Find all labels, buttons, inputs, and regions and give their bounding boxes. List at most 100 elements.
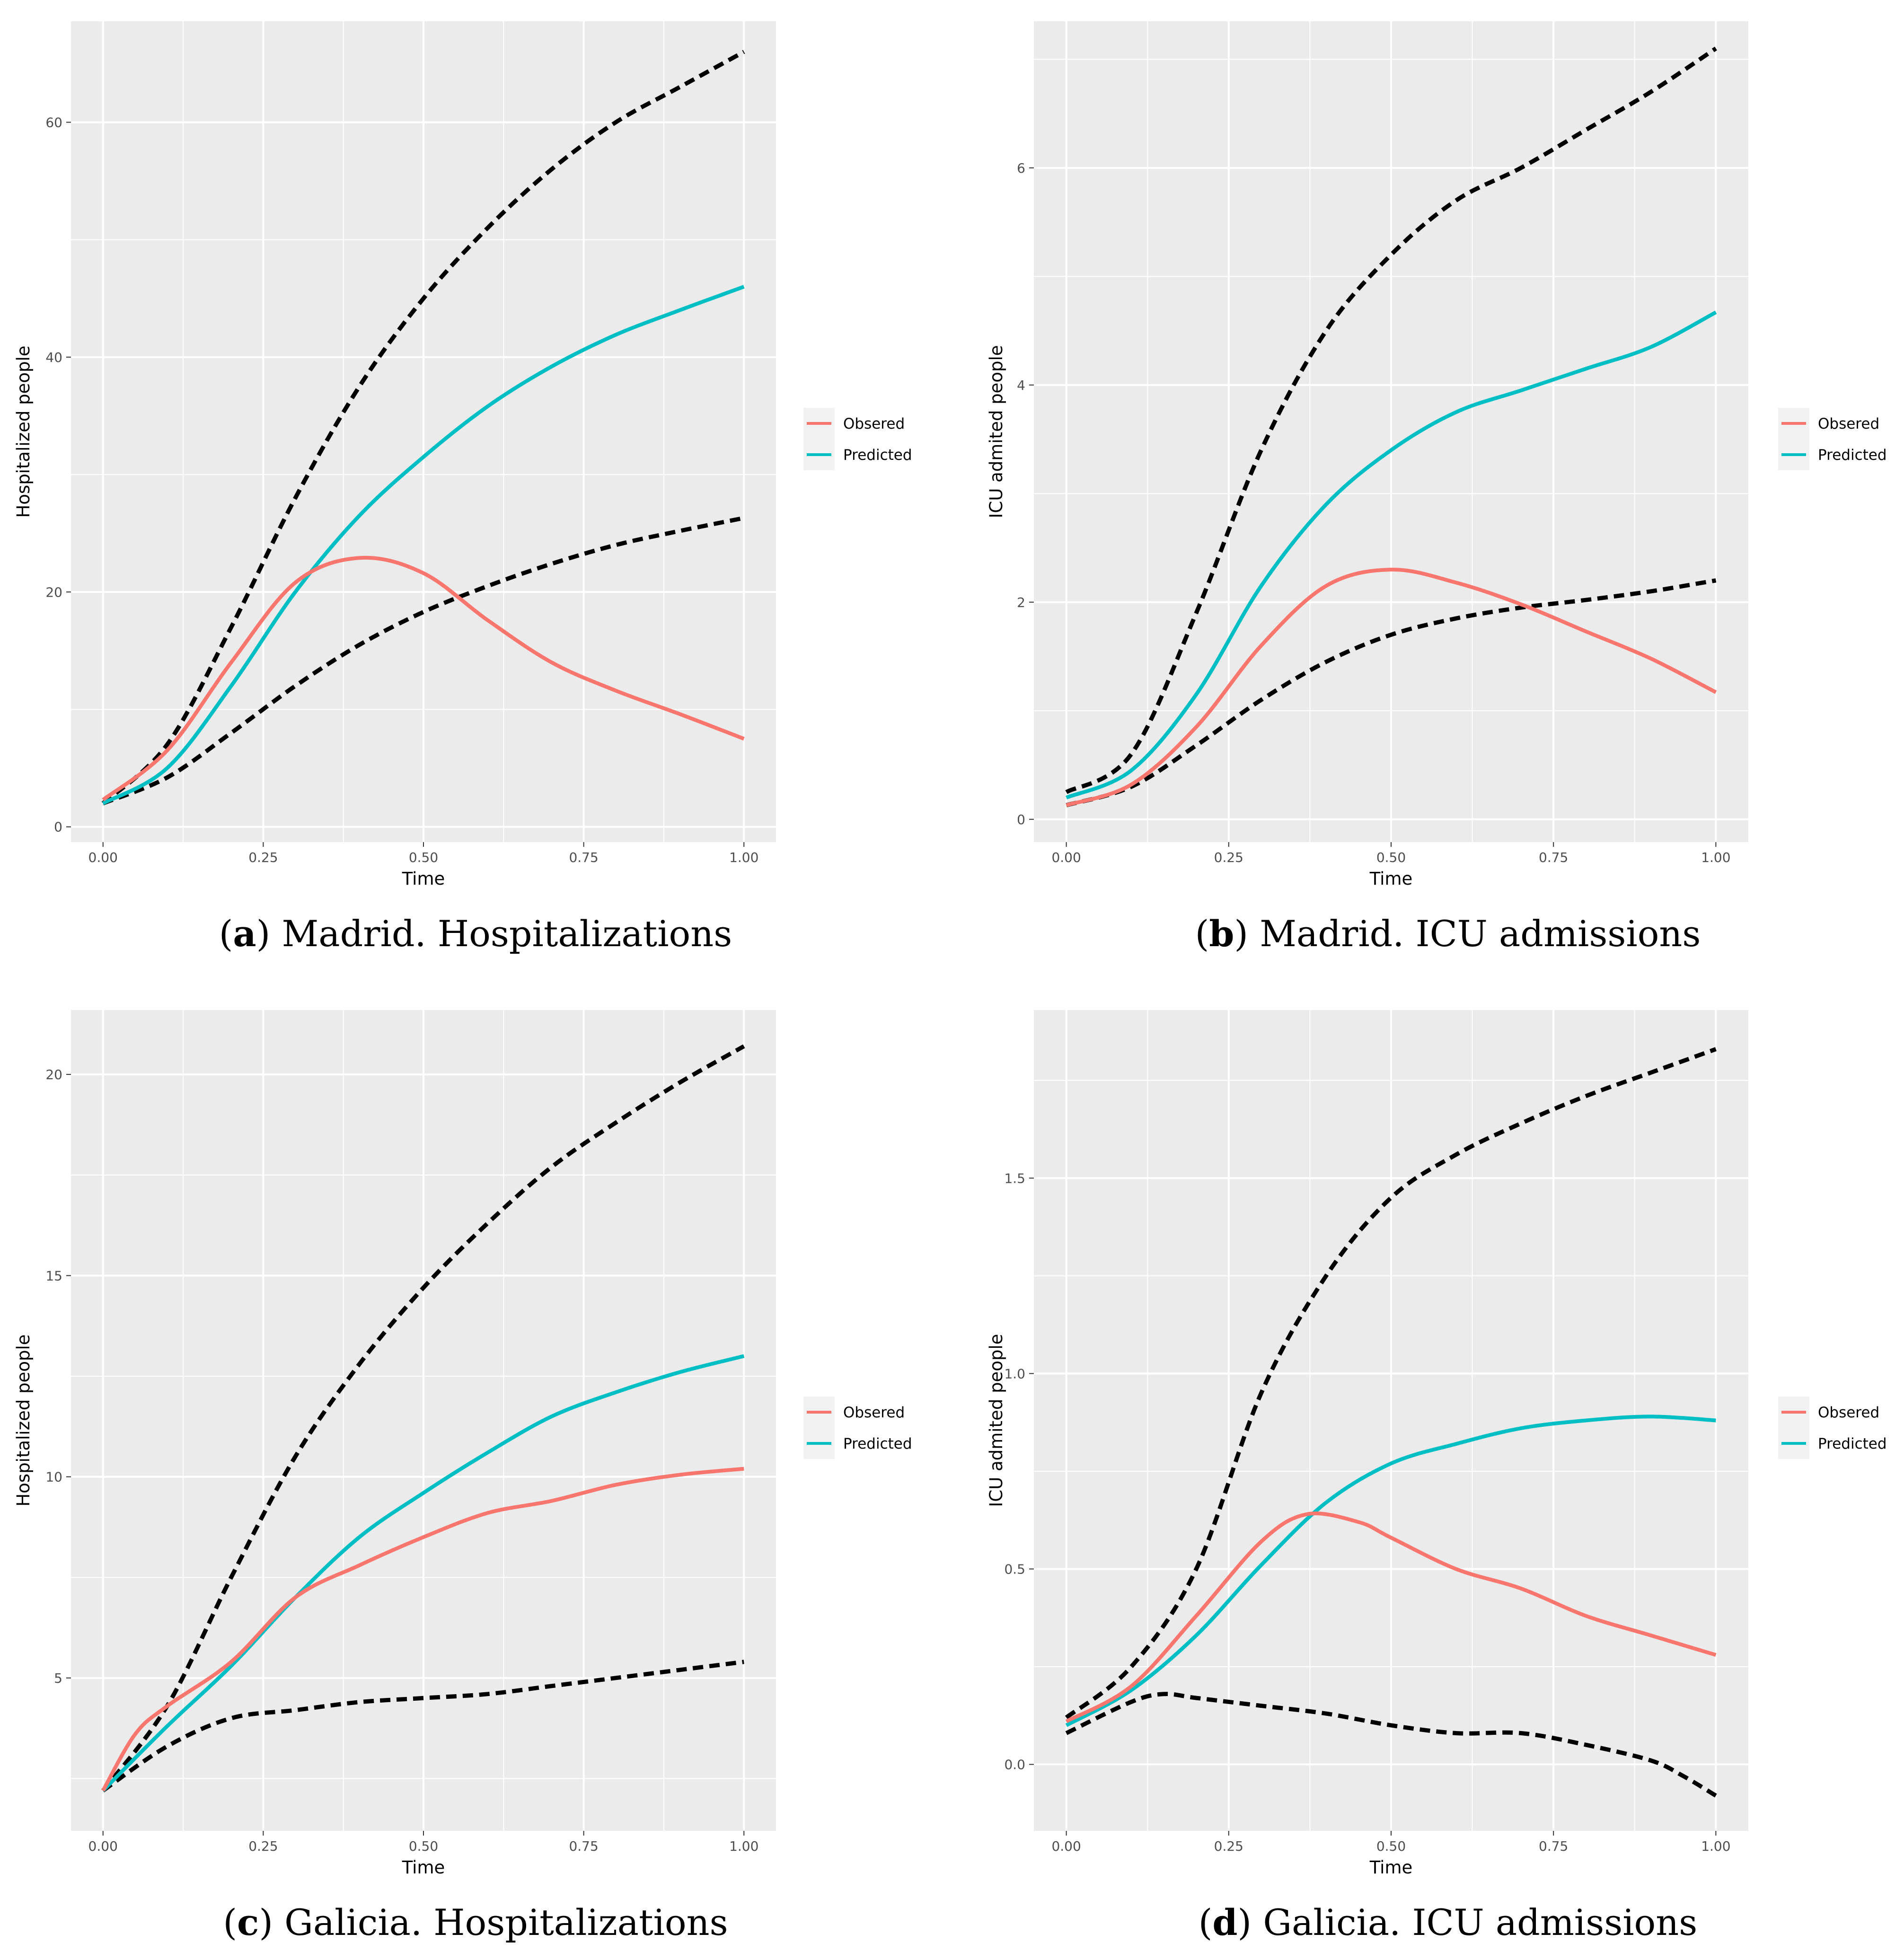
panel-caption: (d) Galicia. ICU admissions <box>1199 1901 1697 1943</box>
y-axis-title: ICU admited people <box>986 345 1006 518</box>
caption-title: Galicia. ICU admissions <box>1252 1901 1697 1943</box>
x-axis-title: Time <box>1369 1857 1413 1878</box>
chart-panel-c: 0.00 0.25 0.50 0.75 1.00 5 10 15 20 Time Hospitali… <box>13 1010 912 1943</box>
y-tick-label: 10 <box>45 1469 62 1485</box>
legend-label-predicted: Predicted <box>1818 1435 1887 1452</box>
x-tick-label: 0.50 <box>409 1838 438 1854</box>
series-line-obsered <box>1065 1512 1717 1723</box>
panel-caption: (a) Madrid. Hospitalizations <box>219 913 732 955</box>
legend: Obsered Predicted <box>803 408 912 470</box>
y-tick-label: 0.0 <box>1004 1757 1025 1773</box>
y-axis-title: Hospitalized people <box>13 1334 34 1506</box>
panel-caption: (b) Madrid. ICU admissions <box>1195 913 1701 955</box>
y-tick-label: 0.5 <box>1004 1561 1025 1577</box>
caption-open-paren: ( <box>1195 913 1209 955</box>
y-tick-label: 1.0 <box>1004 1366 1025 1381</box>
x-tick-label: 1.00 <box>1701 850 1730 865</box>
chart-panel-b: 0.00 0.25 0.50 0.75 1.00 0 2 4 6 Time ICU admited … <box>986 21 1887 955</box>
x-tick-label: 1.00 <box>1701 1838 1730 1854</box>
x-tick-label: 0.25 <box>1214 1838 1243 1854</box>
legend: Obsered Predicted <box>1778 1397 1887 1459</box>
caption-open-paren: ( <box>223 1901 237 1943</box>
legend-label-obsered: Obsered <box>1818 415 1879 432</box>
series-line-upper-bound <box>101 1044 745 1792</box>
legend-label-obsered: Obsered <box>843 415 905 432</box>
y-tick-label: 1.5 <box>1004 1170 1025 1186</box>
y-tick-label: 0 <box>1017 812 1025 827</box>
legend-label-predicted: Predicted <box>843 447 912 464</box>
x-axis-title: Time <box>1369 869 1413 889</box>
caption-open-paren: ( <box>1199 1901 1213 1943</box>
series-line-lower-bound <box>1065 1692 1717 1798</box>
y-tick-label: 2 <box>1017 595 1025 610</box>
legend-label-obsered: Obsered <box>843 1404 905 1421</box>
x-tick-label: 0.75 <box>569 850 598 865</box>
caption-title: Madrid. Hospitalizations <box>270 913 732 955</box>
series-line-lower-bound <box>1066 578 1717 808</box>
x-tick-label: 0.50 <box>1376 1838 1406 1854</box>
caption-letter: a <box>233 913 256 955</box>
major-gridlines <box>1034 21 1748 842</box>
caption-title: Madrid. ICU admissions <box>1248 913 1701 955</box>
series-line-upper-bound <box>101 50 745 805</box>
y-tick-label: 15 <box>45 1268 62 1283</box>
chart-panel-d: 0.00 0.25 0.50 0.75 1.00 0.0 0.5 1.0 1.5 Time ICU … <box>986 1010 1887 1943</box>
legend: Obsered Predicted <box>803 1397 912 1459</box>
caption-title: Galicia. Hospitalizations <box>273 1901 728 1943</box>
chart-panel-a: 0.00 0.25 0.50 0.75 1.00 0 20 40 60 Time Hospitali… <box>13 21 912 955</box>
legend-label-predicted: Predicted <box>843 1435 912 1452</box>
caption-letter: b <box>1209 913 1234 955</box>
series-line-predicted <box>101 1354 745 1792</box>
x-tick-label: 0.75 <box>569 1838 598 1854</box>
series-line-upper-bound <box>1065 1047 1717 1719</box>
x-tick-label: 0.00 <box>88 850 118 865</box>
x-tick-label: 0.25 <box>248 850 278 865</box>
x-tick-label: 0.25 <box>248 1838 278 1854</box>
series-line-predicted <box>1066 310 1717 800</box>
x-tick-label: 0.50 <box>409 850 438 865</box>
series-line-lower-bound <box>102 516 745 806</box>
y-tick-label: 4 <box>1017 378 1025 393</box>
legend-label-predicted: Predicted <box>1818 447 1887 464</box>
series-line-predicted <box>102 285 745 805</box>
series-line-lower-bound <box>102 1660 744 1793</box>
caption-open-paren: ( <box>219 913 233 955</box>
x-tick-label: 0.50 <box>1376 850 1406 865</box>
caption-close-paren: ) <box>1234 913 1248 955</box>
x-tick-label: 1.00 <box>729 1838 758 1854</box>
y-tick-label: 5 <box>54 1670 62 1686</box>
panel-caption: (c) Galicia. Hospitalizations <box>223 1901 728 1943</box>
y-tick-label: 6 <box>1017 160 1025 176</box>
x-tick-label: 0.00 <box>1051 850 1081 865</box>
x-tick-label: 0.75 <box>1539 850 1568 865</box>
y-axis-title: Hospitalized people <box>13 345 34 518</box>
x-axis-title: Time <box>402 1857 445 1878</box>
x-tick-label: 1.00 <box>729 850 758 865</box>
caption-close-paren: ) <box>259 1901 273 1943</box>
y-tick-label: 20 <box>45 584 62 600</box>
series-line-obsered <box>1066 567 1717 807</box>
caption-letter: c <box>237 1901 259 1943</box>
major-gridlines <box>1034 1010 1748 1831</box>
legend-label-obsered: Obsered <box>1818 1404 1879 1421</box>
series-line-obsered <box>101 1467 744 1792</box>
x-tick-label: 0.25 <box>1214 850 1243 865</box>
x-tick-label: 0.75 <box>1539 1838 1568 1854</box>
caption-close-paren: ) <box>1238 1901 1252 1943</box>
caption-close-paren: ) <box>256 913 271 955</box>
x-tick-label: 0.00 <box>88 1838 118 1854</box>
caption-letter: d <box>1212 1901 1237 1943</box>
major-gridlines <box>71 21 776 842</box>
x-axis-title: Time <box>402 869 445 889</box>
series-line-obsered <box>102 555 745 801</box>
y-tick-label: 40 <box>45 350 62 365</box>
series-line-upper-bound <box>1065 46 1717 794</box>
x-tick-label: 0.00 <box>1051 1838 1081 1854</box>
y-axis-title: ICU admited people <box>986 1334 1006 1507</box>
y-tick-label: 20 <box>45 1067 62 1082</box>
series-line-predicted <box>1065 1415 1716 1727</box>
legend: Obsered Predicted <box>1778 408 1887 470</box>
y-tick-label: 60 <box>45 114 62 130</box>
y-tick-label: 0 <box>54 819 62 835</box>
